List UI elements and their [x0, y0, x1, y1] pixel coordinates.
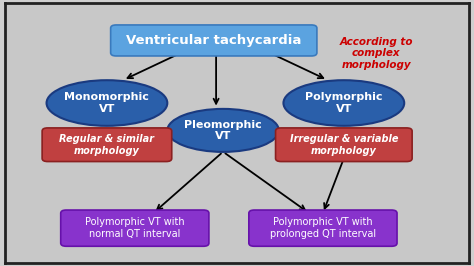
Text: Irregular & variable
morphology: Irregular & variable morphology [290, 134, 398, 156]
FancyBboxPatch shape [61, 210, 209, 246]
Text: According to
complex
morphology: According to complex morphology [339, 36, 413, 70]
Text: Regular & similar
morphology: Regular & similar morphology [59, 134, 155, 156]
FancyBboxPatch shape [42, 128, 172, 161]
Text: Polymorphic VT with
prolonged QT interval: Polymorphic VT with prolonged QT interva… [270, 217, 376, 239]
Ellipse shape [167, 109, 279, 152]
Text: Monomorphic
VT: Monomorphic VT [64, 92, 149, 114]
Ellipse shape [46, 80, 167, 126]
Text: Polymorphic VT with
normal QT interval: Polymorphic VT with normal QT interval [85, 217, 184, 239]
Ellipse shape [283, 80, 404, 126]
Text: Ventricular tachycardia: Ventricular tachycardia [126, 34, 301, 47]
Text: Polymorphic
VT: Polymorphic VT [305, 92, 383, 114]
Text: Pleomorphic
VT: Pleomorphic VT [184, 120, 262, 141]
FancyBboxPatch shape [275, 128, 412, 161]
FancyBboxPatch shape [110, 25, 317, 56]
FancyBboxPatch shape [249, 210, 397, 246]
